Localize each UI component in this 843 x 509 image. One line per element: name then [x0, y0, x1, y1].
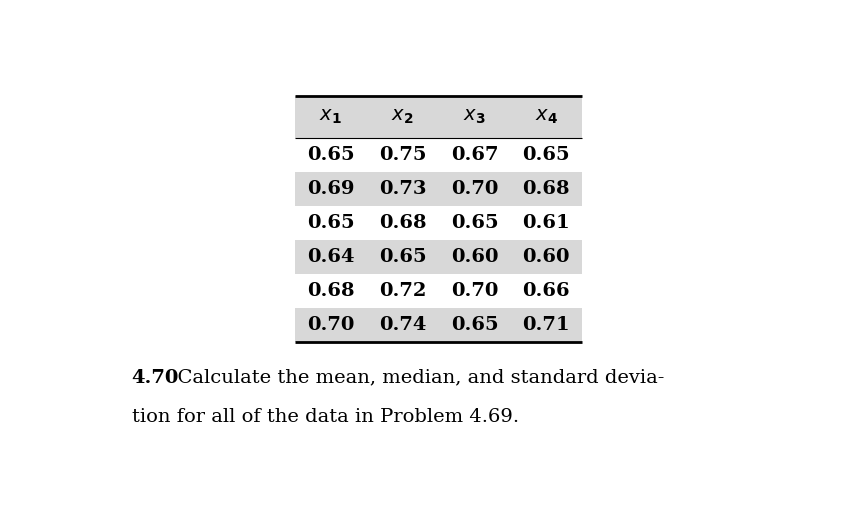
Bar [295, 308, 583, 342]
Text: 0.71: 0.71 [523, 316, 570, 334]
Text: 0.68: 0.68 [307, 282, 355, 300]
Text: 0.73: 0.73 [379, 180, 427, 197]
Text: 4.70: 4.70 [132, 369, 179, 387]
Text: 0.65: 0.65 [451, 316, 498, 334]
Text: 0.72: 0.72 [379, 282, 427, 300]
Text: 0.65: 0.65 [307, 146, 355, 163]
Text: $\mathbf{\mathit{x}}_\mathbf{3}$: $\mathbf{\mathit{x}}_\mathbf{3}$ [463, 108, 486, 126]
Bar [295, 172, 583, 206]
Text: $\mathbf{\mathit{x}}_\mathbf{4}$: $\mathbf{\mathit{x}}_\mathbf{4}$ [534, 108, 558, 126]
Text: tion for all of the data in Problem 4.69.: tion for all of the data in Problem 4.69… [132, 408, 518, 426]
Text: 0.60: 0.60 [523, 248, 570, 266]
Text: 0.75: 0.75 [379, 146, 427, 163]
Text: 0.65: 0.65 [451, 214, 498, 232]
Text: $\mathbf{\mathit{x}}_\mathbf{2}$: $\mathbf{\mathit{x}}_\mathbf{2}$ [391, 108, 414, 126]
Text: 0.70: 0.70 [451, 180, 498, 197]
Text: 0.65: 0.65 [307, 214, 355, 232]
Text: 0.68: 0.68 [379, 214, 427, 232]
Text: 0.74: 0.74 [379, 316, 427, 334]
Text: Calculate the mean, median, and standard devia-: Calculate the mean, median, and standard… [165, 369, 665, 387]
Text: 0.65: 0.65 [379, 248, 427, 266]
Text: 0.70: 0.70 [307, 316, 354, 334]
Text: 0.64: 0.64 [307, 248, 355, 266]
Text: 0.60: 0.60 [451, 248, 498, 266]
Text: 0.69: 0.69 [307, 180, 355, 197]
Text: 0.70: 0.70 [451, 282, 498, 300]
Text: 0.61: 0.61 [523, 214, 570, 232]
Text: 0.68: 0.68 [523, 180, 570, 197]
Text: 0.66: 0.66 [523, 282, 570, 300]
Bar [295, 240, 583, 274]
Text: 0.67: 0.67 [451, 146, 498, 163]
Text: 0.65: 0.65 [523, 146, 570, 163]
Text: $\mathbf{\mathit{x}}_\mathbf{1}$: $\mathbf{\mathit{x}}_\mathbf{1}$ [319, 108, 342, 126]
